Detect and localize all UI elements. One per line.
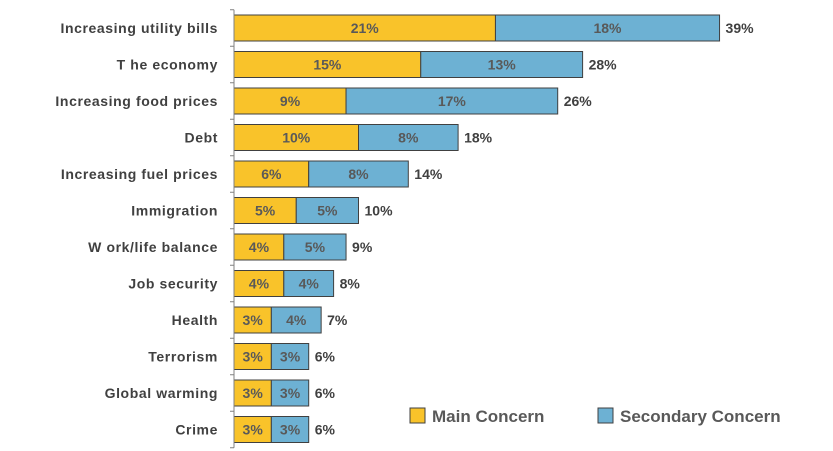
bar-secondary-concern: [308, 160, 409, 188]
bar-main-concern: [233, 51, 422, 78]
bar-total-label: 6%: [315, 385, 336, 401]
bar-secondary-concern: [345, 87, 559, 115]
category-label: Increasing food prices: [55, 93, 218, 109]
bar-secondary-value-label: 8%: [348, 166, 369, 182]
bar-secondary-concern: [270, 379, 310, 407]
bar-main-value-label: 4%: [249, 276, 270, 292]
bar-secondary-concern: [420, 51, 584, 78]
bar-secondary-value-label: 3%: [280, 422, 301, 438]
bar-secondary-value-label: 17%: [438, 93, 467, 109]
bars-layer: [233, 14, 721, 443]
category-label: Increasing fuel prices: [61, 166, 218, 182]
bar-total-label: 18%: [464, 130, 493, 146]
bar-secondary-value-label: 13%: [488, 57, 517, 73]
bar-secondary-concern: [270, 416, 310, 443]
bar-main-concern: [233, 87, 347, 115]
bar-total-label: 9%: [352, 239, 373, 255]
bar-main-value-label: 3%: [243, 349, 264, 365]
bar-total-label: 7%: [327, 312, 348, 328]
bar-main-concern: [233, 14, 496, 42]
legend: Main Concern Secondary Concern: [409, 407, 781, 426]
bar-total-label: 28%: [589, 57, 618, 73]
bar-main-value-label: 10%: [282, 130, 311, 146]
bar-main-value-label: 4%: [249, 239, 270, 255]
bar-total-label: 26%: [564, 93, 593, 109]
labels-layer: 21% 18% 39% Increasing utility bills 15% 13% 2…: [55, 20, 754, 438]
legend-label-main: Main Concern: [432, 407, 544, 426]
bar-secondary-value-label: 3%: [280, 349, 301, 365]
bar-main-concern: [233, 416, 272, 443]
bar-secondary-concern: [283, 233, 347, 261]
bar-main-value-label: 3%: [243, 312, 264, 328]
bar-total-label: 39%: [726, 20, 755, 36]
category-label: Health: [172, 312, 218, 328]
category-label: T he economy: [117, 57, 218, 73]
bar-main-concern: [233, 343, 272, 370]
bar-main-value-label: 9%: [280, 93, 301, 109]
bar-total-label: 10%: [365, 203, 394, 219]
bar-total-label: 6%: [315, 422, 336, 438]
bar-secondary-value-label: 4%: [286, 312, 307, 328]
bar-total-label: 8%: [340, 276, 361, 292]
category-label: Job security: [128, 276, 218, 292]
legend-label-secondary: Secondary Concern: [620, 407, 781, 426]
bar-main-value-label: 3%: [243, 422, 264, 438]
bar-secondary-concern: [270, 306, 322, 334]
category-label: Increasing utility bills: [60, 20, 218, 36]
axis-layer: [230, 9, 235, 449]
bar-main-value-label: 3%: [243, 385, 264, 401]
bar-main-concern: [233, 124, 359, 151]
category-label: Global warming: [105, 385, 218, 401]
category-label: W ork/life balance: [88, 239, 218, 255]
bar-main-value-label: 21%: [351, 20, 380, 36]
bar-main-value-label: 15%: [313, 57, 342, 73]
bar-main-value-label: 5%: [255, 203, 276, 219]
category-label: Terrorism: [148, 349, 218, 365]
legend-swatch-main: [409, 407, 426, 424]
bar-secondary-concern: [295, 197, 359, 224]
bar-main-concern: [233, 233, 285, 261]
bar-secondary-concern: [494, 14, 721, 42]
bar-secondary-value-label: 8%: [398, 130, 419, 146]
legend-swatch-secondary: [597, 407, 614, 424]
bar-secondary-value-label: 3%: [280, 385, 301, 401]
bar-secondary-concern: [283, 270, 335, 297]
bar-secondary-value-label: 5%: [305, 239, 326, 255]
category-label: Debt: [184, 130, 218, 146]
bar-secondary-concern: [358, 124, 459, 151]
bar-secondary-value-label: 4%: [299, 276, 320, 292]
category-label: Crime: [175, 422, 218, 438]
category-label: Immigration: [131, 203, 218, 219]
bar-secondary-value-label: 18%: [593, 20, 622, 36]
bar-main-value-label: 6%: [261, 166, 282, 182]
bar-secondary-value-label: 5%: [317, 203, 338, 219]
bar-total-label: 6%: [315, 349, 336, 365]
bar-total-label: 14%: [414, 166, 443, 182]
bar-secondary-concern: [270, 343, 310, 370]
